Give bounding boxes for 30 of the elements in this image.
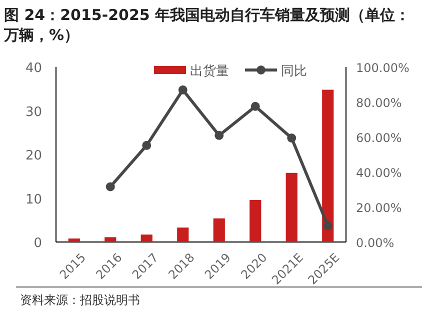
chart-title: 图 24：2015-2025 年我国电动自行车销量及预测（单位：万辆，%）: [3, 6, 410, 44]
point: [106, 182, 115, 192]
point: [323, 221, 332, 230]
point: [142, 140, 152, 150]
bar: [177, 228, 189, 242]
y2-tick-label: 80.00%: [356, 96, 402, 110]
y-tick-label: 40: [25, 61, 42, 76]
text: 资料来源：招股说明书: [20, 293, 140, 307]
y-tick-label: 0: [34, 236, 42, 251]
bar: [213, 218, 225, 242]
y2-tick-label: 40.00%: [356, 166, 402, 180]
point: [287, 134, 296, 143]
bar: [68, 238, 80, 242]
point: [178, 85, 188, 94]
legend-label: 同比: [281, 64, 307, 79]
bar: [104, 237, 116, 242]
y2-tick-label: 20.00%: [356, 201, 402, 215]
legend-label: 出货量: [190, 64, 229, 79]
bar: [250, 200, 262, 242]
bar: [322, 90, 334, 242]
y-tick-label: 10: [25, 192, 42, 208]
y2-tick-label: 100.00%: [356, 61, 410, 75]
point: [250, 102, 260, 111]
bar: [140, 234, 152, 242]
y-tick-label: 20: [25, 148, 42, 164]
y2-tick-label: 0.00%: [356, 236, 394, 250]
y2-tick-label: 60.00%: [356, 131, 402, 145]
bar: [286, 172, 298, 242]
point: [214, 130, 224, 140]
y-tick-label: 30: [25, 104, 42, 120]
